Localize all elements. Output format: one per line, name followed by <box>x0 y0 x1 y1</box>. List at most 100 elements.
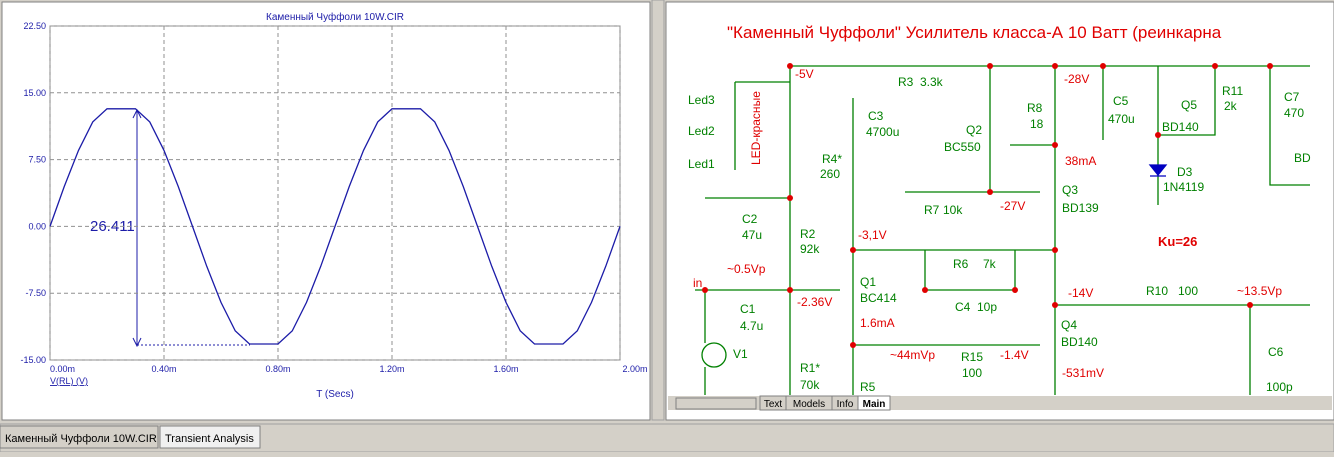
component-label: Led1 <box>688 157 715 171</box>
component-label: Led2 <box>688 124 715 138</box>
component-label: C2 <box>742 212 758 226</box>
node-label: -27V <box>1000 199 1025 213</box>
component-label: 4700u <box>866 125 899 139</box>
node-label: 38mA <box>1065 154 1096 168</box>
tab-label[interactable]: Info <box>837 399 854 410</box>
component-label: R1* <box>800 361 820 375</box>
window-tab-label[interactable]: Transient Analysis <box>165 433 254 445</box>
component-label: Q5 <box>1181 98 1197 112</box>
nav-buttons[interactable] <box>675 397 757 410</box>
x-axis-label: T (Secs) <box>316 389 354 400</box>
component-label: 470u <box>1108 112 1135 126</box>
legend-entry: V(RL) (V) <box>50 376 88 386</box>
component-label: C1 <box>740 302 756 316</box>
component-label: 2k <box>1224 99 1238 113</box>
x-tick-label: 0.40m <box>151 364 176 374</box>
tab[interactable] <box>857 395 891 411</box>
y-tick-label: 15.00 <box>23 88 46 98</box>
tab-label[interactable]: Text <box>764 399 783 410</box>
component-label: 7k <box>983 257 997 271</box>
component-label: 92k <box>800 242 820 256</box>
node-label: in <box>693 276 702 290</box>
junctions <box>702 63 1273 348</box>
component-label: R5 <box>860 380 876 394</box>
component-label: R2 <box>800 227 816 241</box>
plot-window <box>1 1 651 421</box>
component-label: 100 <box>1178 284 1198 298</box>
window-tab-label[interactable]: Каменный Чуффоли 10W.CIR <box>5 433 157 445</box>
junction <box>787 287 793 293</box>
junction <box>850 247 856 253</box>
component-label: R15 <box>961 350 983 364</box>
component-label: BC550 <box>944 140 981 154</box>
component-label: BC414 <box>860 291 897 305</box>
component-label: 3.3k <box>920 75 944 89</box>
component-label: D3 <box>1177 165 1193 179</box>
node-label: -28V <box>1064 72 1089 86</box>
splitter[interactable] <box>651 0 665 421</box>
component-label: BD <box>1294 151 1311 165</box>
junction <box>787 63 793 69</box>
component-label: Q2 <box>966 123 982 137</box>
series-line <box>49 108 621 345</box>
component-label: BD139 <box>1062 201 1099 215</box>
led-label: LED-красные <box>749 91 763 165</box>
node-label: ~44mVp <box>890 348 935 362</box>
junction <box>1012 287 1018 293</box>
component-label: 10k <box>943 203 963 217</box>
component-label: 10p <box>977 300 997 314</box>
component-label: BD140 <box>1061 335 1098 349</box>
chart-title: Каменный Чуффоли 10W.CIR <box>266 11 404 23</box>
junction <box>1052 302 1058 308</box>
junction <box>1212 63 1218 69</box>
junction <box>1100 63 1106 69</box>
wire-path <box>695 65 1310 395</box>
y-tick-label: 0.00 <box>28 221 46 231</box>
diode-symbol <box>1148 164 1168 177</box>
component-label: BD140 <box>1162 120 1199 134</box>
component-label: R11 <box>1222 84 1243 98</box>
x-tick-label: 0.80m <box>265 364 290 374</box>
schematic-window <box>665 1 1334 421</box>
component-label: C7 <box>1284 90 1300 104</box>
component-label: 70k <box>800 378 820 392</box>
window-tab[interactable] <box>0 425 159 449</box>
x-tick-label: 2.00m <box>622 364 647 374</box>
y-tick-label: 22.50 <box>23 21 46 31</box>
node-label: ~0.5Vp <box>727 262 766 276</box>
plot-frame <box>49 25 621 361</box>
component-label: 18 <box>1030 117 1044 131</box>
component-label: C5 <box>1113 94 1129 108</box>
y-tick-label: -7.50 <box>25 288 46 298</box>
component-label: R6 <box>953 257 969 271</box>
junction <box>1052 247 1058 253</box>
component-label: C6 <box>1268 345 1284 359</box>
component-label: 260 <box>820 167 840 181</box>
junction <box>850 342 856 348</box>
junction <box>1247 302 1253 308</box>
component-label: V1 <box>733 347 748 361</box>
x-tick-label: 1.60m <box>493 364 518 374</box>
junction <box>1155 132 1161 138</box>
junction <box>987 189 993 195</box>
window-tab[interactable] <box>159 425 261 449</box>
component-label: Q4 <box>1061 318 1077 332</box>
component-label: R10 <box>1146 284 1168 298</box>
component-label: R8 <box>1027 101 1043 115</box>
junction <box>922 287 928 293</box>
junction <box>702 287 708 293</box>
component-label: C4 <box>955 300 971 314</box>
node-label: ~13.5Vp <box>1237 284 1282 298</box>
component-label: 100p <box>1266 380 1293 394</box>
gain-label: Ku=26 <box>1158 234 1197 249</box>
y-tick-label: -15.00 <box>20 355 46 365</box>
component-label: Q3 <box>1062 183 1078 197</box>
component-label: R7 <box>924 203 940 217</box>
component-label: R3 <box>898 75 914 89</box>
tab-label[interactable]: Models <box>793 399 825 410</box>
x-tick-label: 0.00m <box>50 364 75 374</box>
tab-label[interactable]: Main <box>863 399 886 410</box>
node-label: -14V <box>1068 286 1093 300</box>
